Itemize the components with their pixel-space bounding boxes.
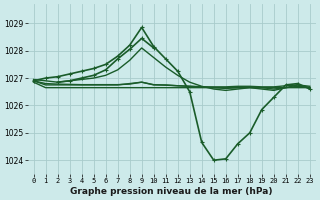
X-axis label: Graphe pression niveau de la mer (hPa): Graphe pression niveau de la mer (hPa): [70, 187, 273, 196]
